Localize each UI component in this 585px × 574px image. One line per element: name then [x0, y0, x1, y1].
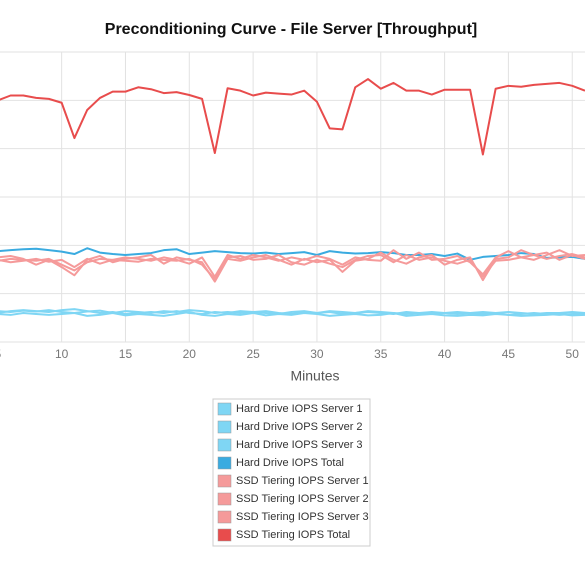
series-line: [0, 249, 585, 283]
series-line: [0, 249, 585, 278]
x-tick-label: 20: [183, 347, 197, 361]
legend-swatch: [217, 456, 232, 470]
legend-label: SSD Tiering IOPS Server 2: [236, 493, 369, 505]
x-tick-label: 30: [310, 347, 324, 361]
series-line: [0, 78, 585, 156]
x-tick-label: 35: [374, 347, 388, 361]
chart-title: Preconditioning Curve - File Server [Thr…: [105, 21, 477, 38]
x-tick-label: 45: [502, 347, 516, 361]
legend-label: Hard Drive IOPS Server 1: [236, 403, 363, 415]
legend-box: [212, 398, 371, 547]
legend-swatch: [217, 438, 232, 452]
legend-label: SSD Tiering IOPS Total: [236, 529, 350, 541]
legend-swatch: [217, 474, 232, 488]
x-axis-label: Minutes: [290, 368, 339, 384]
x-tick-label: 10: [55, 347, 69, 361]
legend-swatch: [217, 420, 232, 434]
legend-label: Hard Drive IOPS Server 3: [236, 439, 363, 451]
legend-label: SSD Tiering IOPS Server 3: [236, 511, 369, 523]
legend-label: Hard Drive IOPS Server 2: [236, 421, 363, 433]
x-tick-label: 50: [566, 347, 580, 361]
legend-swatch: [217, 492, 232, 506]
legend-swatch: [217, 528, 232, 542]
series-line: [0, 247, 585, 261]
x-tick-label: 40: [438, 347, 452, 361]
x-tick-label: 25: [246, 347, 260, 361]
legend-label: Hard Drive IOPS Total: [236, 457, 344, 469]
legend-swatch: [217, 510, 232, 524]
x-tick-label: 15: [119, 347, 133, 361]
series-line: [0, 309, 585, 315]
legend-swatch: [217, 402, 232, 416]
x-tick-label: 5: [0, 347, 1, 361]
legend-label: SSD Tiering IOPS Server 1: [236, 475, 369, 487]
